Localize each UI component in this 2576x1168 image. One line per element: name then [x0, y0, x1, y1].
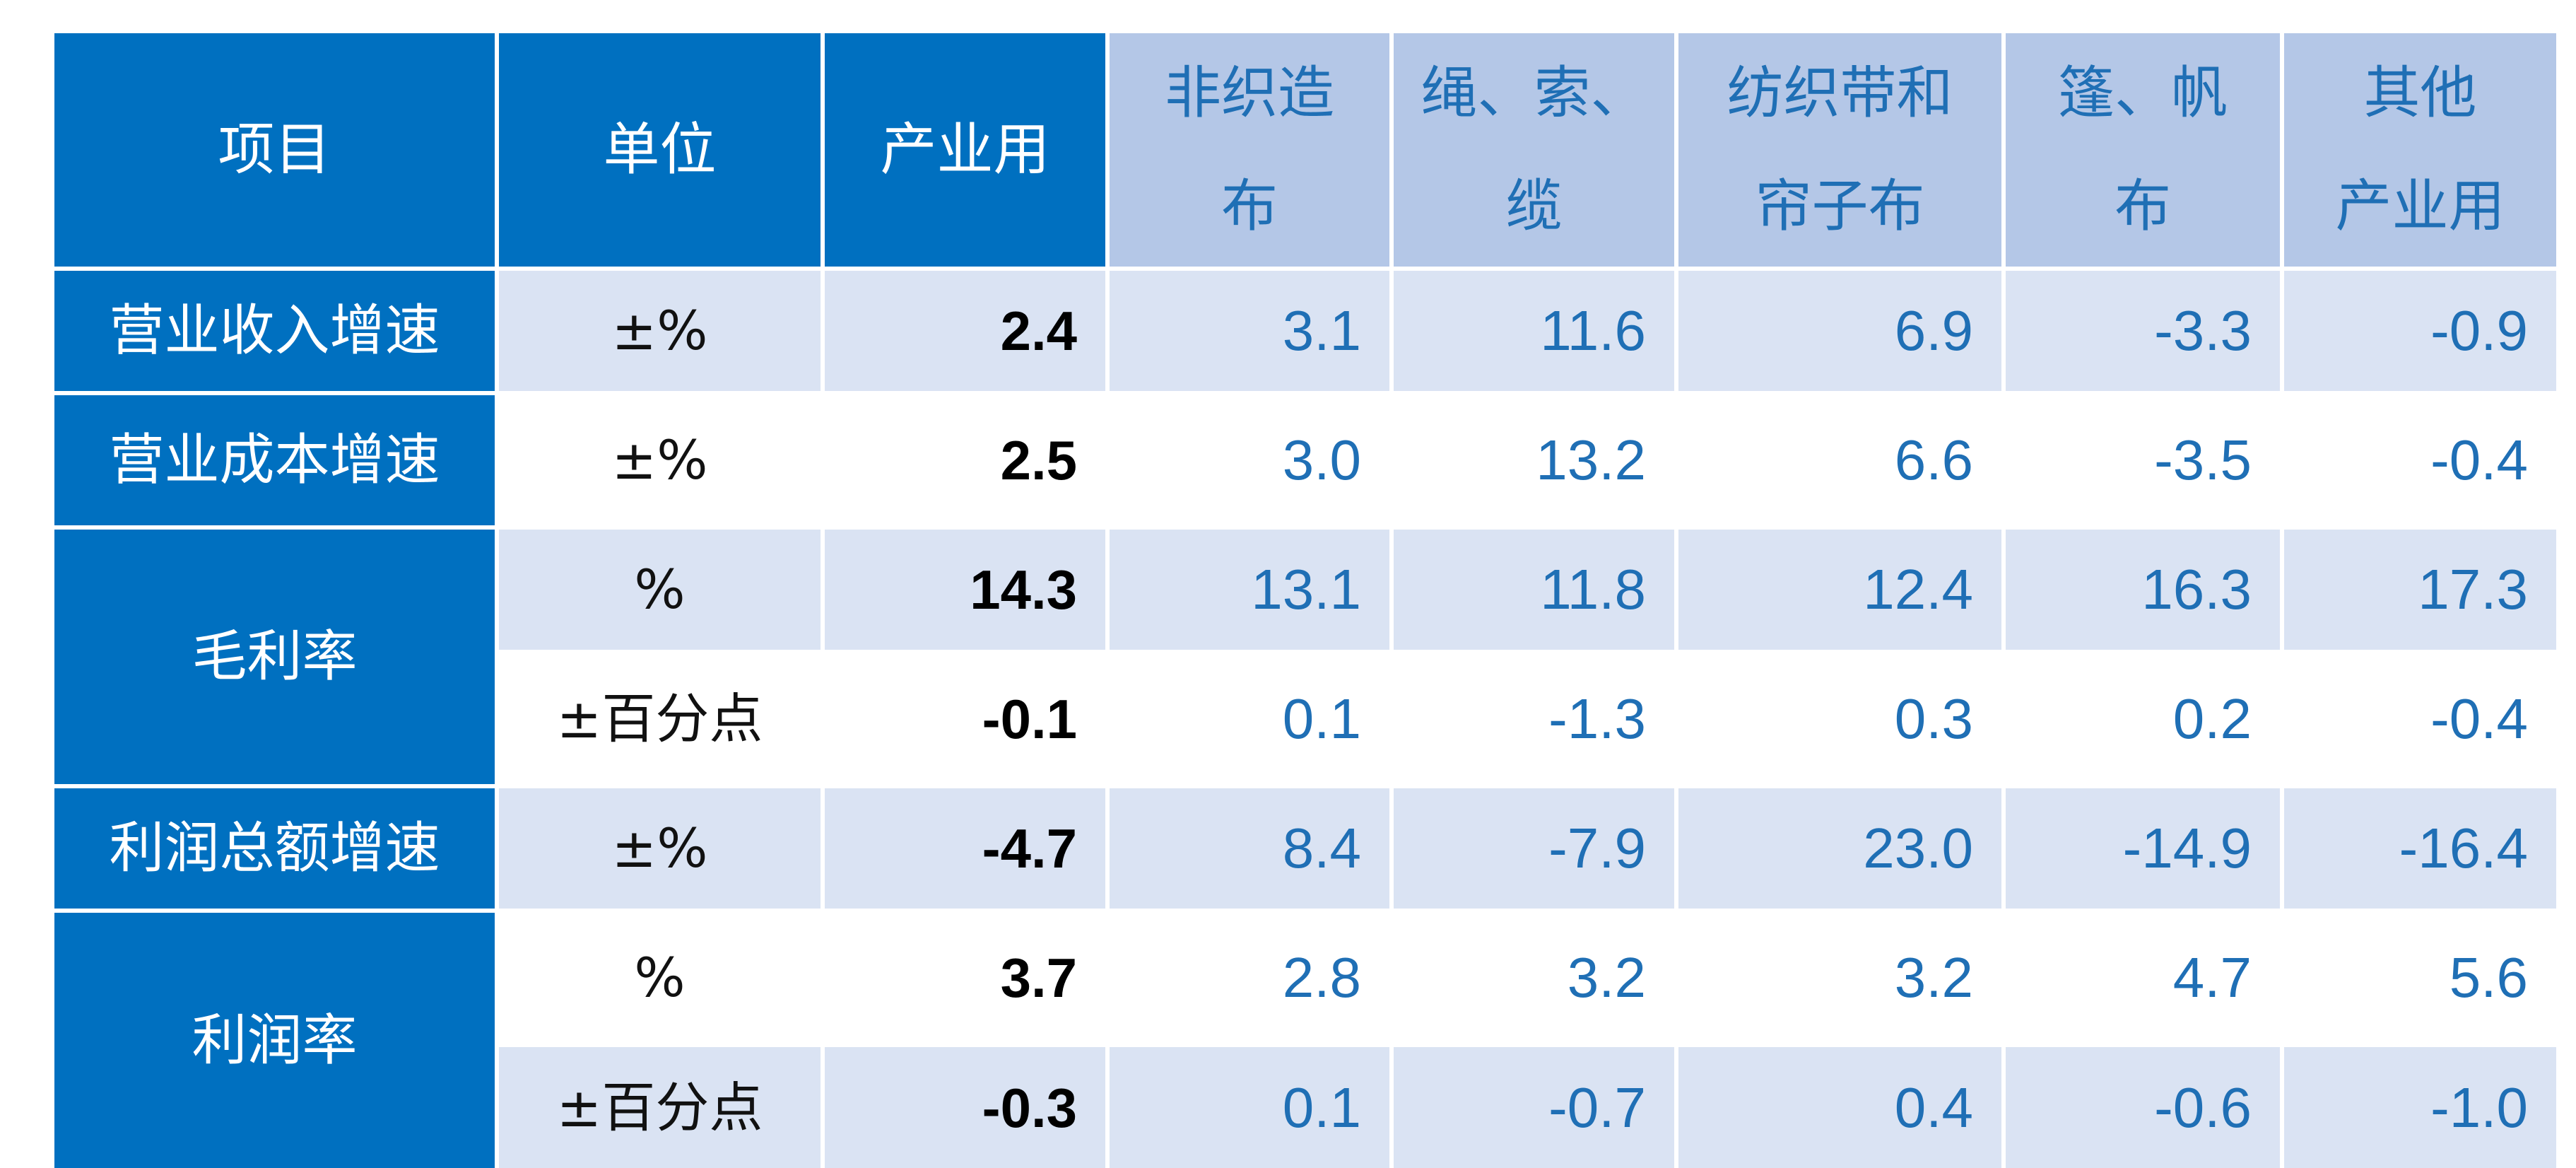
table-cell: 3.1	[1110, 271, 1389, 391]
table-cell: 13.1	[1110, 530, 1389, 650]
table-cell-unit: ±百分点	[499, 1047, 821, 1168]
item-revenue-growth: 营业收入增速	[54, 271, 495, 391]
table-cell: -14.9	[2006, 788, 2280, 909]
table-cell: -0.7	[1394, 1047, 1674, 1168]
table-cell: 2.8	[1110, 913, 1389, 1043]
table-cell: 6.6	[1678, 395, 2001, 525]
table-cell-total: 3.7	[825, 913, 1105, 1043]
table-cell-unit: ±百分点	[499, 654, 821, 784]
table-cell-unit: ±%	[499, 271, 821, 391]
table-cell-total: -0.3	[825, 1047, 1105, 1168]
industry-table: 项目 单位 产业用 非织造 布 绳、索、 缆 纺织带和 帘子布 篷、帆 布 其他…	[54, 33, 2556, 1168]
table-cell: 12.4	[1678, 530, 2001, 650]
table-cell-total: -0.1	[825, 654, 1105, 784]
table-cell: 0.3	[1678, 654, 2001, 784]
table-cell: 3.2	[1678, 913, 2001, 1043]
header-unit: 单位	[499, 33, 821, 267]
table-cell-total: 2.5	[825, 395, 1105, 525]
table-cell: 11.8	[1394, 530, 1674, 650]
table-cell-unit: ±%	[499, 788, 821, 909]
item-profit-rate: 利润率	[54, 913, 495, 1168]
table-cell: -1.0	[2284, 1047, 2556, 1168]
table-cell-unit: ±%	[499, 395, 821, 525]
table-cell: 0.1	[1110, 654, 1389, 784]
table-cell: 11.6	[1394, 271, 1674, 391]
table-cell: -0.4	[2284, 654, 2556, 784]
table-cell: 13.2	[1394, 395, 1674, 525]
table-cell-total: 2.4	[825, 271, 1105, 391]
table-cell: 4.7	[2006, 913, 2280, 1043]
header-nonwoven: 非织造 布	[1110, 33, 1389, 267]
item-cost-growth: 营业成本增速	[54, 395, 495, 525]
table-cell: -7.9	[1394, 788, 1674, 909]
header-industrial-total: 产业用	[825, 33, 1105, 267]
table-cell: -16.4	[2284, 788, 2556, 909]
table-cell-total: -4.7	[825, 788, 1105, 909]
table-cell: 17.3	[2284, 530, 2556, 650]
table-cell: 23.0	[1678, 788, 2001, 909]
table-cell: -0.4	[2284, 395, 2556, 525]
table-cell: 16.3	[2006, 530, 2280, 650]
table-cell-unit: %	[499, 530, 821, 650]
table-cell: 6.9	[1678, 271, 2001, 391]
item-gross-margin: 毛利率	[54, 530, 495, 784]
table-cell: -3.5	[2006, 395, 2280, 525]
table-cell: 0.2	[2006, 654, 2280, 784]
header-webbing: 纺织带和 帘子布	[1678, 33, 2001, 267]
header-item: 项目	[54, 33, 495, 267]
table-cell-total: 14.3	[825, 530, 1105, 650]
table-cell: 3.0	[1110, 395, 1389, 525]
table-cell: -0.6	[2006, 1047, 2280, 1168]
table-cell-unit: %	[499, 913, 821, 1043]
header-rope: 绳、索、 缆	[1394, 33, 1674, 267]
header-canvas: 篷、帆 布	[2006, 33, 2280, 267]
item-profit-growth: 利润总额增速	[54, 788, 495, 909]
table-cell: -0.9	[2284, 271, 2556, 391]
header-other: 其他 产业用	[2284, 33, 2556, 267]
table-cell: 8.4	[1110, 788, 1389, 909]
table-cell: 3.2	[1394, 913, 1674, 1043]
table-cell: -3.3	[2006, 271, 2280, 391]
table-cell: 0.4	[1678, 1047, 2001, 1168]
table-cell: -1.3	[1394, 654, 1674, 784]
table-cell: 0.1	[1110, 1047, 1389, 1168]
table-cell: 5.6	[2284, 913, 2556, 1043]
